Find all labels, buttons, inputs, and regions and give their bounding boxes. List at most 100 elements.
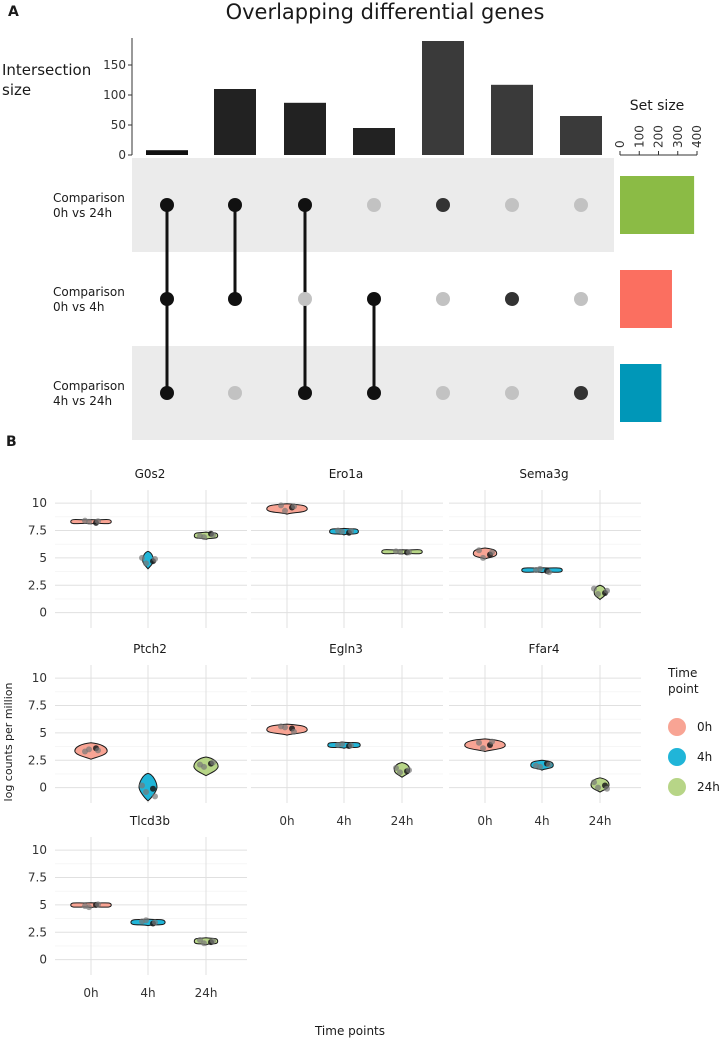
legend-title-line1: Time	[667, 666, 697, 680]
data-point	[278, 502, 284, 509]
intersection-y-tick-label: 150	[103, 58, 126, 72]
data-point	[86, 518, 92, 525]
data-point	[201, 763, 207, 770]
data-point	[86, 904, 92, 911]
intersection-y-tick-label: 0	[118, 148, 126, 162]
violin-4h	[138, 772, 158, 802]
facet-egln3: Egln3 0h 4h 24h	[251, 642, 443, 828]
facet-sema3g: Sema3g	[449, 467, 641, 628]
matrix-dot	[574, 292, 588, 306]
set-size-tick-label: 0	[613, 140, 627, 148]
matrix-dot	[436, 198, 450, 212]
intersection-y-title: Intersection	[2, 61, 91, 79]
matrix-dot	[436, 292, 450, 306]
facet-title: Sema3g	[519, 467, 568, 481]
set-size-bar-2	[620, 270, 672, 328]
data-point	[152, 793, 158, 800]
matrix-dot	[367, 292, 381, 306]
data-point	[489, 549, 495, 556]
matrix-dot	[160, 386, 174, 400]
matrix-dot	[505, 292, 519, 306]
facet-ero1a: Ero1a	[251, 467, 443, 628]
data-point	[476, 547, 482, 554]
y-tick-label: 7.5	[28, 524, 47, 538]
x-tick-label: 0h	[477, 814, 492, 828]
legend-label-0h: 0h	[697, 720, 712, 734]
data-point	[139, 782, 145, 789]
matrix-dot	[574, 198, 588, 212]
intersection-bar-7	[560, 116, 602, 155]
intersection-bar-3	[284, 102, 326, 155]
data-point	[591, 779, 597, 786]
legend-label-24h: 24h	[697, 780, 719, 794]
data-point	[339, 740, 345, 747]
data-point	[143, 789, 149, 796]
matrix-dot	[367, 386, 381, 400]
set-size-tick-label: 400	[690, 125, 704, 148]
data-point	[201, 534, 207, 541]
data-point	[546, 569, 552, 576]
set-size-tick-label: 300	[671, 125, 685, 148]
matrix-dot	[436, 386, 450, 400]
panel-a-letter: A	[8, 4, 19, 20]
set-size-bar-1	[620, 176, 695, 234]
data-point	[150, 785, 156, 792]
set-label-line1: Comparison	[53, 379, 125, 393]
facet-g0s2: G0s2 0 2.5 5 7.5 10	[28, 467, 247, 628]
violin-plots: G0s2 0 2.5 5 7.5 10 Ero1a Sema3g Ptch2 0 2.5 5 7.5 10…	[2, 467, 719, 1038]
legend-key-4h	[668, 748, 686, 766]
data-point	[406, 549, 412, 556]
x-tick-label: 24h	[391, 814, 414, 828]
data-point	[397, 769, 403, 776]
matrix-dot	[367, 198, 381, 212]
data-point	[604, 785, 610, 792]
data-point	[537, 763, 543, 770]
data-point	[591, 585, 597, 592]
set-label-line1: Comparison	[53, 285, 125, 299]
matrix-dot	[160, 198, 174, 212]
matrix-dot	[228, 198, 242, 212]
data-point	[95, 747, 101, 754]
facet-title: Ffar4	[528, 642, 559, 656]
y-tick-label: 2.5	[28, 578, 47, 592]
intersection-bar-5	[422, 41, 464, 155]
x-tick-label: 4h	[140, 986, 155, 1000]
data-point	[139, 554, 145, 561]
legend: Time point 0h 4h 24h	[667, 666, 719, 796]
set-label-line2: 0h vs 4h	[53, 300, 104, 314]
matrix-dot	[298, 292, 312, 306]
intersection-bar-4	[353, 128, 395, 155]
legend-key-0h	[668, 718, 686, 736]
intersection-bar-2	[214, 89, 256, 155]
data-point	[348, 742, 354, 749]
data-point	[595, 591, 601, 598]
matrix-dot	[298, 198, 312, 212]
data-point	[291, 503, 297, 510]
data-point	[210, 759, 216, 766]
y-tick-label: 0	[39, 781, 47, 795]
intersection-y-title: size	[2, 81, 31, 99]
facet-title: Ero1a	[329, 467, 364, 481]
intersection-bar-6	[491, 84, 533, 155]
data-point	[152, 556, 158, 562]
data-point	[95, 518, 101, 525]
data-point	[201, 940, 207, 947]
y-tick-label: 7.5	[28, 699, 47, 713]
set-size-tick-label: 100	[632, 125, 646, 148]
set-size-title: Set size	[630, 98, 685, 114]
data-point	[339, 528, 345, 535]
facet-title: G0s2	[135, 467, 166, 481]
data-point	[291, 728, 297, 735]
set-size-tick-label: 200	[652, 125, 666, 148]
data-point	[393, 764, 399, 771]
data-point	[143, 917, 149, 924]
data-point	[143, 560, 149, 567]
data-point	[595, 784, 601, 791]
matrix-dot	[228, 292, 242, 306]
facet-title: Tlcd3b	[129, 814, 170, 828]
y-tick-label: 0	[39, 606, 47, 620]
facet-ffar4: Ffar4 0h 4h 24h	[449, 642, 641, 828]
set-label-line1: Comparison	[53, 191, 125, 205]
data-point	[348, 528, 354, 535]
